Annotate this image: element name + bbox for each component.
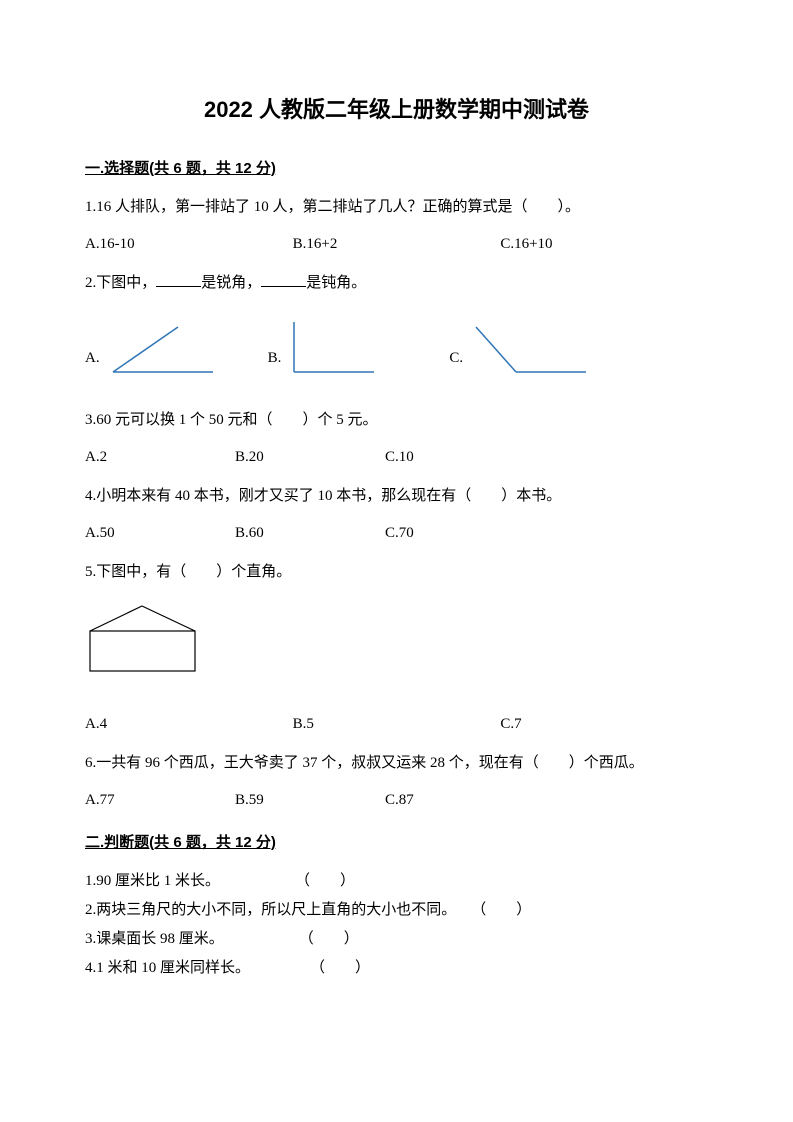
- q5-text: 5.下图中，有（ ）个直角。: [85, 559, 708, 586]
- section-1-header: 一.选择题(共 6 题，共 12 分): [85, 155, 708, 182]
- question-6: 6.一共有 96 个西瓜，王大爷卖了 37 个，叔叔又运来 28 个，现在有（ …: [85, 750, 708, 814]
- q6-options: A.77 B.59 C.87: [85, 787, 708, 814]
- q3-opt-c: C.10: [385, 444, 535, 471]
- q4-opt-b: B.60: [235, 520, 385, 547]
- q1-opt-a: A.16-10: [85, 231, 293, 258]
- right-angle-icon: [289, 317, 379, 377]
- q2-opt-c-label: C.: [449, 345, 463, 377]
- question-1: 1.16 人排队，第一排站了 10 人，第二排站了几人？正确的算式是（ ）。 A…: [85, 194, 708, 258]
- q3-opt-a: A.2: [85, 444, 235, 471]
- judge-3: 3.课桌面长 98 厘米。 （ ）: [85, 926, 708, 953]
- house-shape-icon: [85, 601, 200, 676]
- q1-options: A.16-10 B.16+2 C.16+10: [85, 231, 708, 258]
- q4-opt-c: C.70: [385, 520, 535, 547]
- q2-blank-1: [156, 272, 201, 287]
- q2-text-p1: 2.下图中，: [85, 275, 156, 291]
- q2-opt-a-label: A.: [85, 345, 100, 377]
- q1-text: 1.16 人排队，第一排站了 10 人，第二排站了几人？正确的算式是（ ）。: [85, 194, 708, 221]
- q4-options: A.50 B.60 C.70: [85, 520, 708, 547]
- judge-4: 4.1 米和 10 厘米同样长。 （ ）: [85, 955, 708, 982]
- q2-text-p2: 是锐角，: [201, 275, 261, 291]
- q4-opt-a: A.50: [85, 520, 235, 547]
- q2-text: 2.下图中， 是锐角， 是钝角。: [85, 270, 708, 297]
- q3-opt-b: B.20: [235, 444, 385, 471]
- q1-opt-b: B.16+2: [293, 231, 501, 258]
- q3-options: A.2 B.20 C.10: [85, 444, 708, 471]
- exam-title: 2022 人教版二年级上册数学期中测试卷: [85, 90, 708, 130]
- q2-opt-b-label: B.: [268, 345, 282, 377]
- question-2: 2.下图中， 是锐角， 是钝角。 A. B. C.: [85, 270, 708, 377]
- q6-text: 6.一共有 96 个西瓜，王大爷卖了 37 个，叔叔又运来 28 个，现在有（ …: [85, 750, 708, 777]
- section-2-header: 二.判断题(共 6 题，共 12 分): [85, 829, 708, 856]
- q5-figure: [85, 601, 708, 686]
- acute-angle-icon: [108, 322, 218, 377]
- q1-opt-c: C.16+10: [500, 231, 708, 258]
- q4-text: 4.小明本来有 40 本书，刚才又买了 10 本书，那么现在有（ ）本书。: [85, 483, 708, 510]
- q5-opt-b: B.5: [293, 711, 501, 738]
- question-4: 4.小明本来有 40 本书，刚才又买了 10 本书，那么现在有（ ）本书。 A.…: [85, 483, 708, 547]
- obtuse-angle-icon: [471, 322, 591, 377]
- q6-opt-a: A.77: [85, 787, 235, 814]
- q2-text-p3: 是钝角。: [306, 275, 366, 291]
- question-5: 5.下图中，有（ ）个直角。 A.4 B.5 C.7: [85, 559, 708, 738]
- q2-blank-2: [261, 272, 306, 287]
- q3-text: 3.60 元可以换 1 个 50 元和（ ）个 5 元。: [85, 407, 708, 434]
- q6-opt-b: B.59: [235, 787, 385, 814]
- question-3: 3.60 元可以换 1 个 50 元和（ ）个 5 元。 A.2 B.20 C.…: [85, 407, 708, 471]
- q2-angles: A. B. C.: [85, 317, 708, 377]
- q6-opt-c: C.87: [385, 787, 535, 814]
- judge-2: 2.两块三角尺的大小不同，所以尺上直角的大小也不同。 （ ）: [85, 897, 708, 924]
- q5-options: A.4 B.5 C.7: [85, 711, 708, 738]
- judge-1: 1.90 厘米比 1 米长。 （ ）: [85, 868, 708, 895]
- q5-opt-a: A.4: [85, 711, 293, 738]
- q5-opt-c: C.7: [500, 711, 708, 738]
